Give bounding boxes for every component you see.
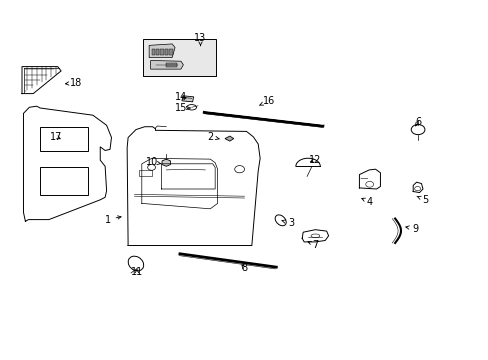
Text: 9: 9 (405, 224, 418, 234)
Text: 4: 4 (361, 197, 371, 207)
Polygon shape (150, 60, 183, 69)
Text: 1: 1 (104, 215, 121, 225)
Text: 7: 7 (307, 240, 318, 250)
Text: 8: 8 (241, 263, 247, 273)
Text: 3: 3 (282, 218, 293, 228)
Text: 2: 2 (207, 132, 219, 142)
Polygon shape (224, 136, 233, 141)
Bar (139, 170, 151, 176)
Bar (160, 49, 163, 55)
Text: 12: 12 (308, 155, 321, 165)
Polygon shape (149, 44, 175, 58)
Bar (164, 49, 168, 55)
Bar (169, 49, 172, 55)
Text: 16: 16 (259, 96, 275, 106)
Bar (166, 63, 177, 67)
Text: 13: 13 (194, 33, 206, 46)
Bar (156, 49, 159, 55)
Bar (151, 49, 155, 55)
Polygon shape (182, 96, 193, 102)
Text: 18: 18 (65, 78, 82, 88)
Polygon shape (143, 39, 215, 76)
Text: 6: 6 (414, 117, 420, 127)
Text: 5: 5 (416, 195, 427, 205)
Text: 15: 15 (174, 103, 190, 113)
Text: 14: 14 (174, 92, 187, 102)
Text: 17: 17 (50, 132, 62, 142)
Text: 11: 11 (130, 267, 143, 277)
Polygon shape (162, 159, 170, 166)
Text: 10: 10 (145, 157, 161, 167)
